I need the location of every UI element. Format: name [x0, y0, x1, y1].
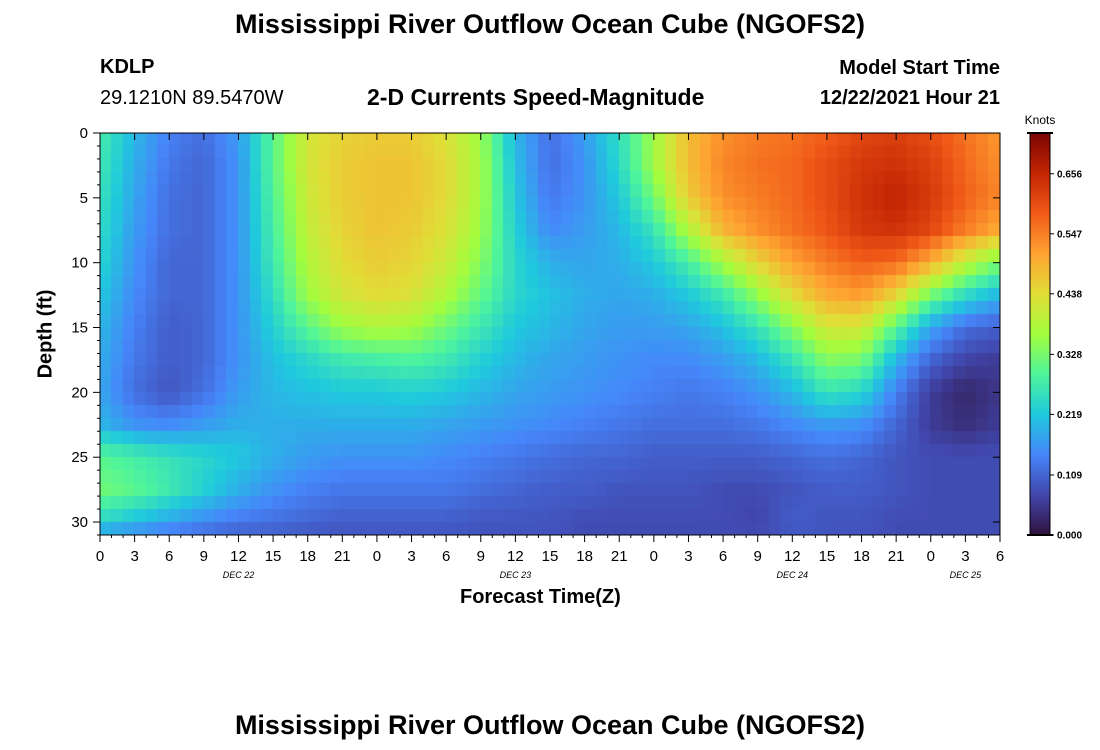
y-tick-label: 0	[80, 125, 88, 142]
date-label: DEC 23	[500, 570, 532, 580]
x-tick-label: 9	[200, 548, 208, 565]
x-tick-label: 0	[650, 548, 658, 565]
x-tick-label: 3	[961, 548, 969, 565]
x-tick-label: 12	[507, 548, 524, 565]
y-tick-label: 30	[71, 514, 88, 531]
date-label: DEC 22	[223, 570, 255, 580]
date-label: DEC 24	[777, 570, 809, 580]
colorbar-tick-label: 0.219	[1057, 410, 1082, 421]
date-label: DEC 25	[950, 570, 983, 580]
x-tick-label: 18	[299, 548, 316, 565]
x-tick-label: 18	[853, 548, 870, 565]
x-tick-label: 3	[130, 548, 138, 565]
x-tick-label: 21	[611, 548, 628, 565]
y-tick-label: 15	[71, 320, 88, 337]
speed-heatmap	[100, 133, 1000, 535]
page-title: Mississippi River Outflow Ocean Cube (NG…	[234, 9, 866, 39]
plot-frame	[99, 132, 1001, 536]
colorbar-title: Knots	[1025, 113, 1056, 127]
x-tick-label: 0	[927, 548, 935, 565]
y-tick-label: 20	[71, 384, 88, 401]
colorbar	[1029, 132, 1051, 536]
x-tick-label: 3	[684, 548, 692, 565]
x-tick-label: 18	[576, 548, 593, 565]
colorbar-tick-label: 0.109	[1057, 470, 1082, 481]
x-axis-label: Forecast Time(Z)	[460, 586, 621, 608]
x-tick-label: 0	[96, 548, 104, 565]
chart-subtitle: 2-D Currents Speed-Magnitude	[367, 84, 705, 110]
x-tick-label: 15	[542, 548, 559, 565]
x-tick-label: 6	[996, 548, 1004, 565]
colorbar-tick-label: 0.547	[1057, 229, 1082, 240]
x-tick-label: 6	[165, 548, 173, 565]
colorbar-tick-label: 0.000	[1057, 531, 1082, 542]
heatmap-area	[100, 133, 1000, 535]
x-tick-label: 21	[888, 548, 905, 565]
x-tick-label: 3	[407, 548, 415, 565]
x-tick-label: 9	[754, 548, 762, 565]
y-axis-label: Depth (ft)	[34, 289, 57, 379]
model-start-label: Model Start Time	[839, 57, 1000, 79]
model-start-value: 12/22/2021 Hour 21	[819, 87, 1000, 109]
colorbar-tick-label: 0.656	[1057, 169, 1082, 180]
x-tick-label: 12	[230, 548, 247, 565]
y-tick-label: 10	[71, 255, 88, 272]
x-tick-label: 6	[719, 548, 727, 565]
x-tick-label: 6	[442, 548, 450, 565]
x-tick-label: 0	[373, 548, 381, 565]
x-tick-label: 21	[334, 548, 351, 565]
x-tick-label: 9	[477, 548, 485, 565]
colorbar-tick-label: 0.328	[1057, 350, 1082, 361]
second-panel-title: Mississippi River Outflow Ocean Cube (NG…	[234, 710, 866, 740]
station-id: KDLP	[100, 56, 155, 78]
colorbar-tick-label: 0.438	[1057, 289, 1082, 300]
y-tick-label: 5	[80, 190, 88, 207]
x-tick-label: 15	[265, 548, 282, 565]
y-tick-label: 25	[71, 449, 88, 466]
x-tick-label: 15	[819, 548, 836, 565]
station-coordinates: 29.1210N 89.5470W	[100, 87, 284, 109]
x-tick-label: 12	[784, 548, 801, 565]
